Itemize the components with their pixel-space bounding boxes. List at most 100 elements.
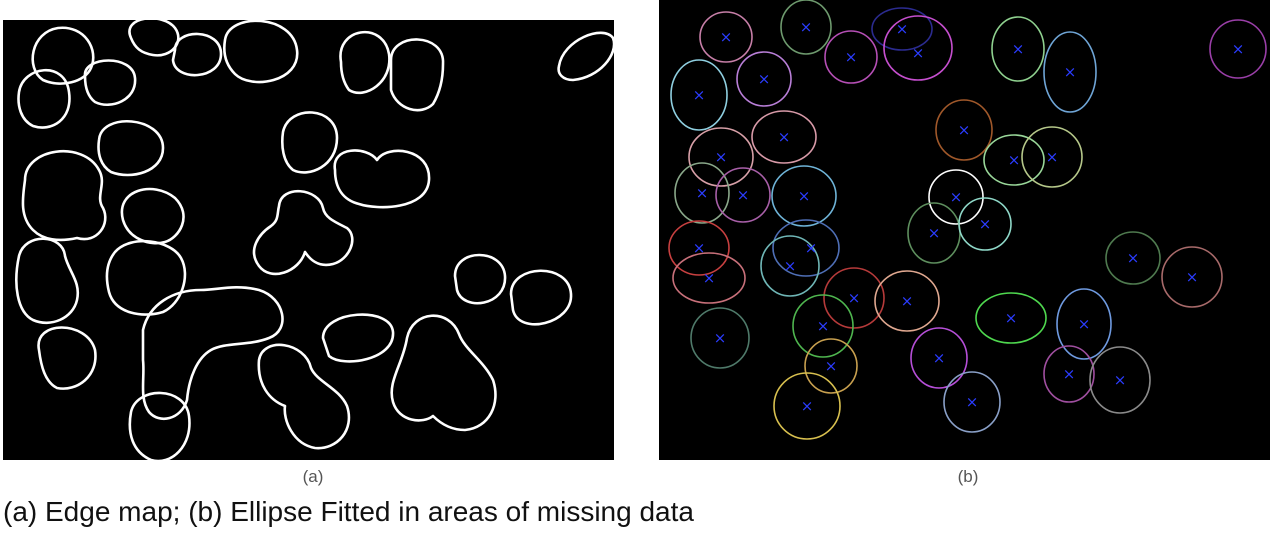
center-marker: ×	[693, 239, 706, 257]
fitted-ellipse	[668, 220, 730, 276]
fitted-ellipse	[943, 371, 1001, 433]
center-marker: ×	[928, 224, 941, 242]
center-marker: ×	[817, 317, 830, 335]
edge-contour	[453, 253, 507, 305]
edge-contour	[389, 38, 445, 112]
center-marker: ×	[1012, 40, 1025, 58]
fitted-ellipse	[983, 134, 1045, 186]
fitted-ellipses	[668, 0, 1267, 440]
fitted-ellipse	[715, 167, 771, 223]
center-marker: ×	[1232, 40, 1245, 58]
edge-contour	[31, 26, 95, 85]
center-marker: ×	[696, 184, 709, 202]
ellipse-fit-image: × × × × × × × × × × × × × × × × × × × × × × × × × × × × × × × × × × × × × × ×	[659, 0, 1270, 460]
edge-contour	[21, 149, 107, 242]
center-marker: ×	[715, 148, 728, 166]
fitted-ellipse	[824, 30, 878, 84]
fitted-ellipse	[773, 372, 841, 440]
center-marker: ×	[1078, 315, 1091, 333]
edge-contour	[509, 269, 573, 326]
edge-contour	[333, 149, 431, 209]
center-marker: ×	[933, 349, 946, 367]
fitted-ellipse	[1161, 246, 1223, 308]
center-marker: ×	[848, 289, 861, 307]
center-marker: ×	[1064, 63, 1077, 81]
edge-contour	[83, 59, 137, 107]
fitted-ellipse	[1043, 31, 1097, 113]
edge-contour	[120, 187, 185, 245]
fitted-ellipse	[780, 0, 832, 55]
edge-contour	[171, 32, 223, 77]
edge-map-image	[3, 20, 614, 460]
edge-contour	[339, 30, 391, 95]
center-markers: × × × × × × × × × × × × × × × × × × × × × × × × × × × × × × × × × × × × × × ×	[693, 18, 1245, 415]
center-marker: ×	[801, 397, 814, 415]
center-marker: ×	[845, 48, 858, 66]
center-marker: ×	[912, 44, 925, 62]
fitted-ellipse	[928, 169, 984, 225]
fitted-ellipse	[760, 235, 820, 297]
edge-contour	[321, 313, 395, 363]
edge-contour	[97, 120, 165, 177]
center-marker: ×	[798, 187, 811, 205]
fitted-ellipse	[672, 252, 746, 304]
edge-contour	[128, 391, 191, 460]
edge-contour	[105, 239, 187, 316]
fitted-ellipse	[874, 270, 940, 332]
fitted-ellipse	[688, 127, 754, 187]
fitted-ellipse	[1089, 346, 1151, 414]
fitted-ellipse	[883, 15, 953, 81]
fitted-ellipse	[674, 162, 730, 224]
fitted-ellipse	[1021, 126, 1083, 188]
center-marker: ×	[800, 18, 813, 36]
edge-contour	[128, 20, 180, 57]
edge-contour	[141, 286, 284, 421]
center-marker: ×	[1186, 268, 1199, 286]
center-marker: ×	[805, 239, 818, 257]
edge-contour	[281, 111, 339, 174]
edge-contour	[252, 189, 354, 276]
edge-contour	[223, 20, 299, 84]
fitted-ellipse	[772, 219, 840, 277]
center-marker: ×	[979, 215, 992, 233]
panel-a-label: (a)	[302, 467, 324, 486]
center-marker: ×	[693, 86, 706, 104]
fitted-ellipse	[1056, 288, 1112, 360]
fitted-ellipse	[1043, 345, 1095, 403]
center-marker: ×	[758, 70, 771, 88]
fitted-ellipse	[736, 51, 792, 107]
edge-contour	[15, 237, 80, 325]
center-marker: ×	[1008, 151, 1021, 169]
center-marker: ×	[1005, 309, 1018, 327]
center-marker: ×	[1046, 148, 1059, 166]
fitted-ellipse	[991, 16, 1045, 82]
fitted-ellipse	[690, 307, 750, 369]
fitted-ellipse	[958, 197, 1012, 251]
center-marker: ×	[950, 188, 963, 206]
fitted-ellipse	[1209, 19, 1267, 79]
edge-contour	[37, 326, 97, 390]
fitted-ellipse	[804, 338, 858, 394]
center-marker: ×	[825, 357, 838, 375]
panel-b-label: (b)	[957, 467, 979, 486]
center-marker: ×	[703, 269, 716, 287]
fitted-ellipse	[670, 59, 728, 131]
center-marker: ×	[714, 329, 727, 347]
fitted-ellipse	[751, 110, 817, 164]
fitted-ellipse	[1105, 231, 1161, 285]
edge-contour	[557, 31, 614, 82]
fitted-ellipse	[935, 99, 993, 161]
figure-caption: (a) Edge map; (b) Ellipse Fitted in area…	[3, 496, 694, 527]
ellipse-fit-drawing: × × × × × × × × × × × × × × × × × × × × × × × × × × × × × × × × × × × × × × ×	[668, 0, 1267, 440]
center-marker: ×	[958, 121, 971, 139]
center-marker: ×	[1114, 371, 1127, 389]
fitted-ellipse	[699, 11, 753, 63]
edge-contour	[257, 343, 351, 450]
center-marker: ×	[1063, 365, 1076, 383]
edge-map-drawing	[15, 20, 614, 460]
center-marker: ×	[966, 393, 979, 411]
fitted-ellipse	[910, 327, 968, 389]
center-marker: ×	[1127, 249, 1140, 267]
center-marker: ×	[737, 186, 750, 204]
center-marker: ×	[901, 292, 914, 310]
